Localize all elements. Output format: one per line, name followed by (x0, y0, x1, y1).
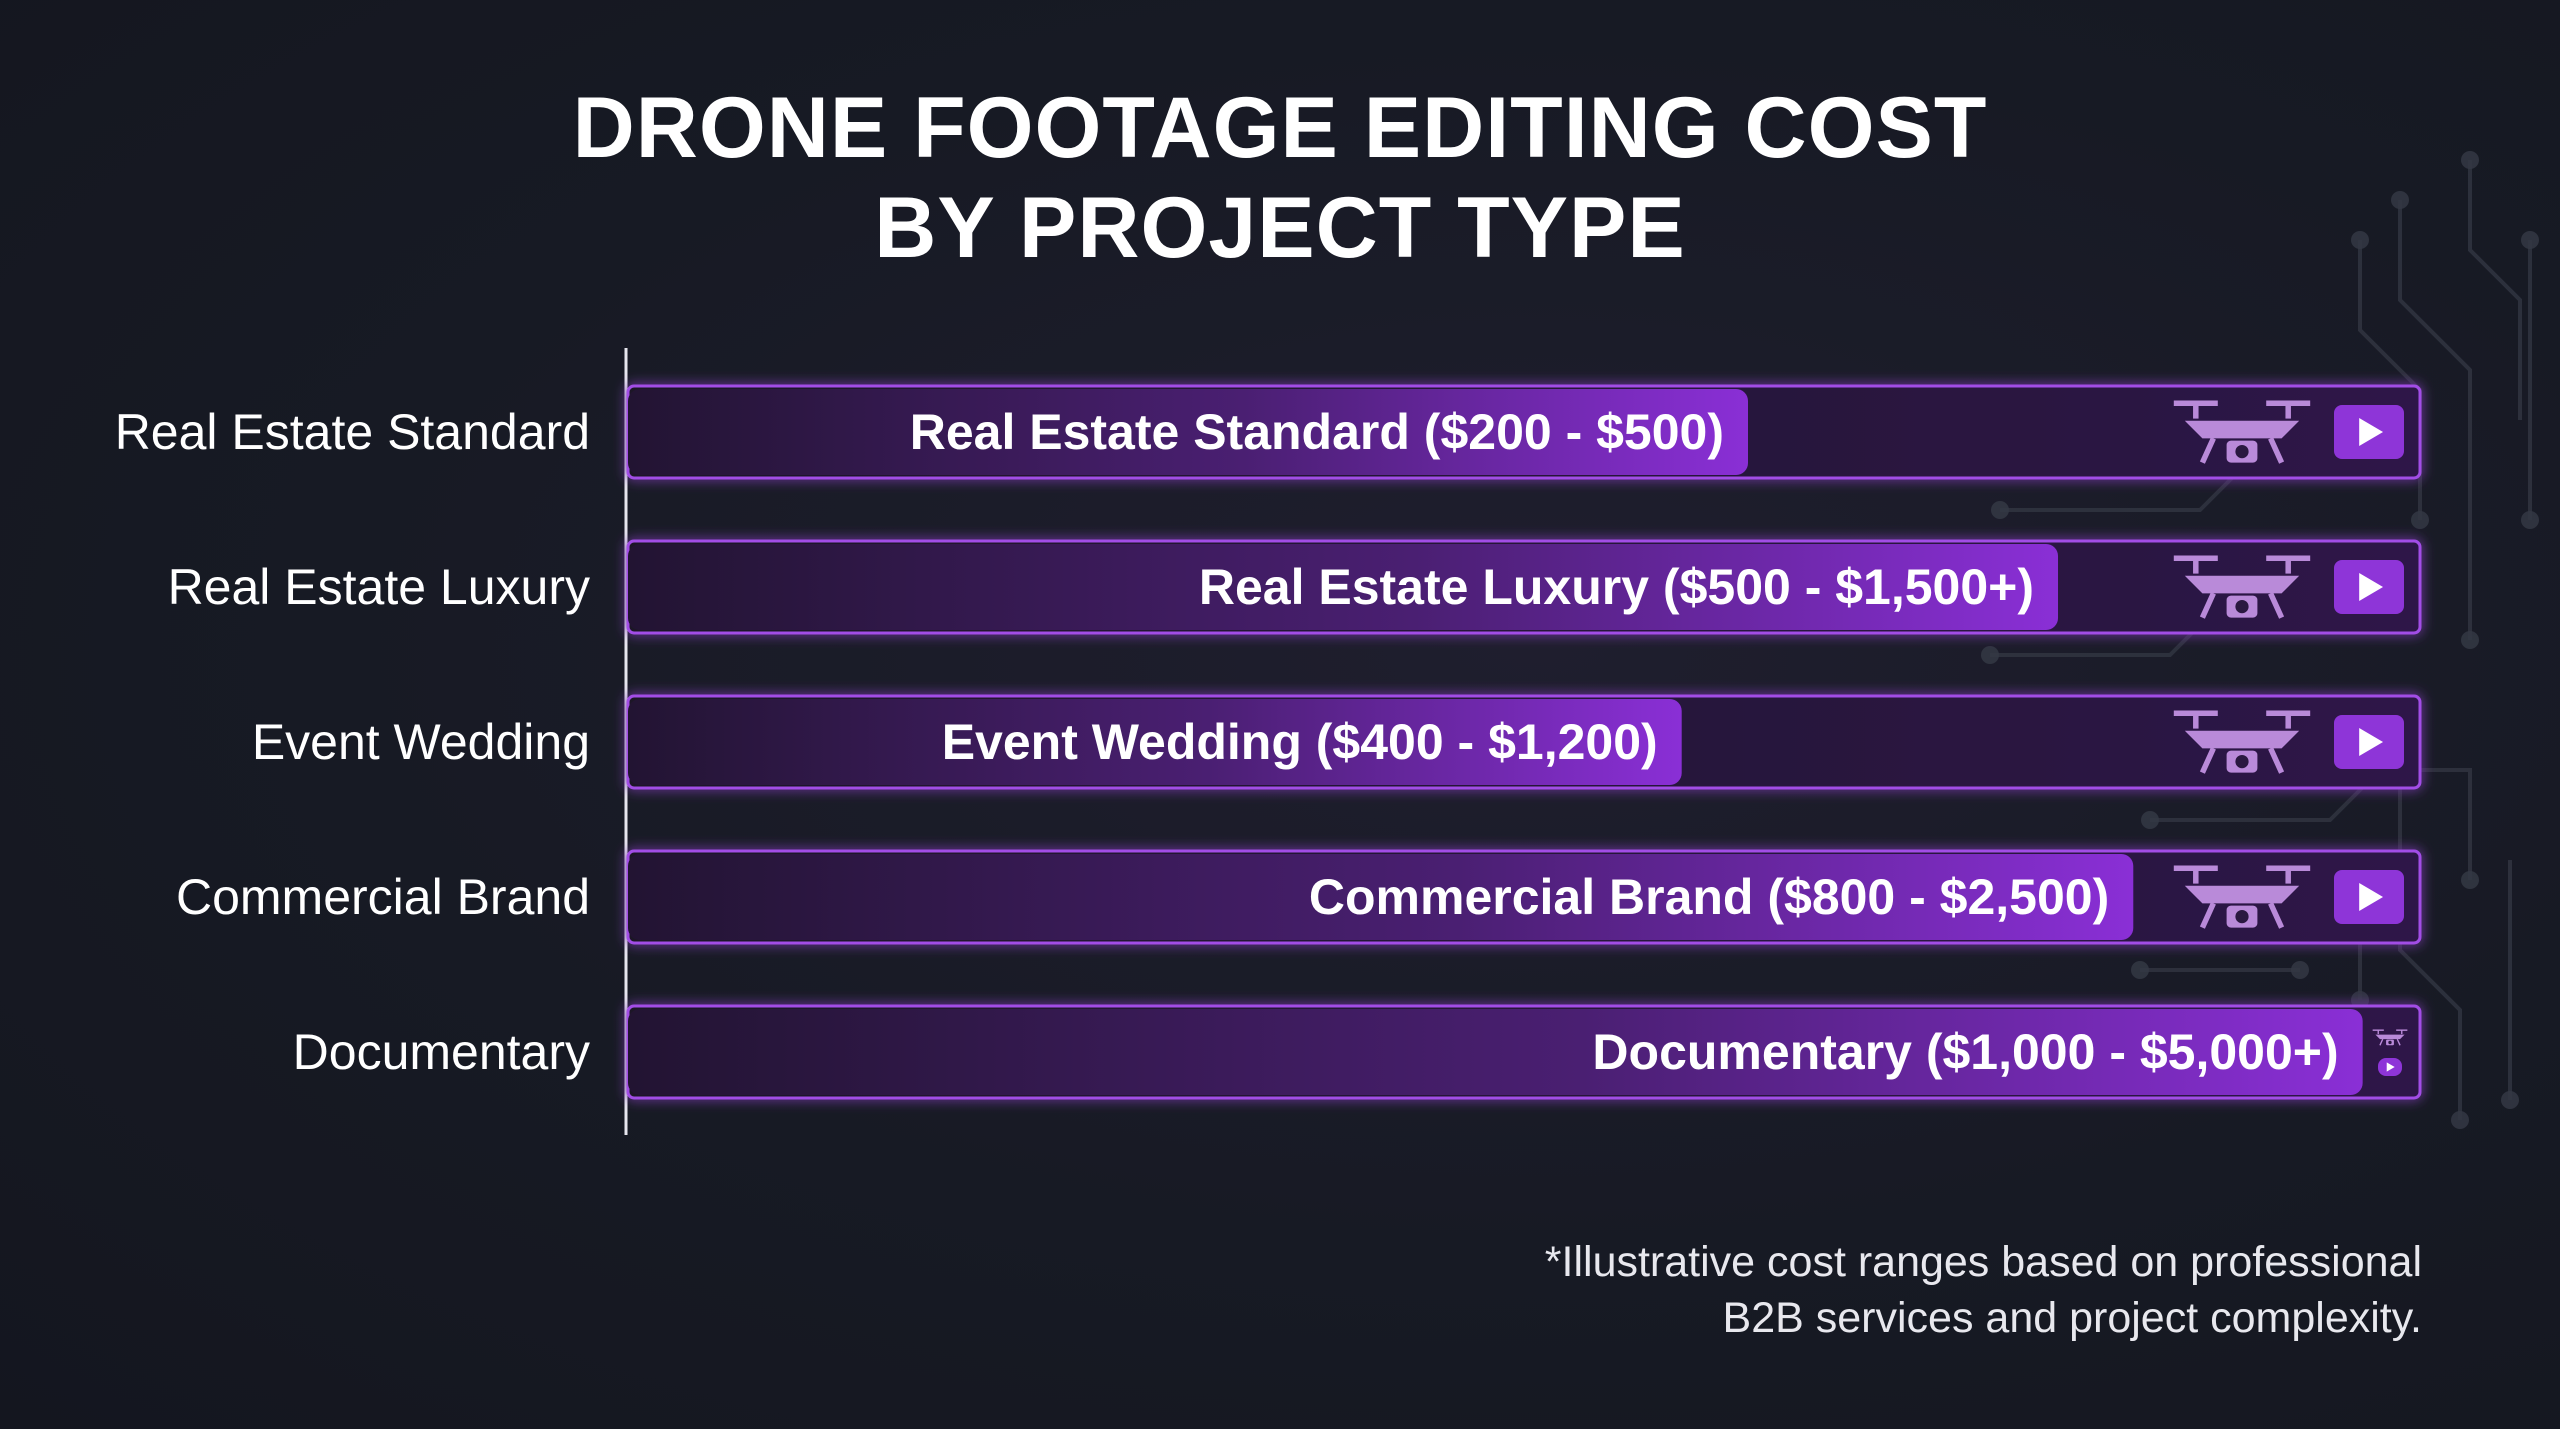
footnote-line-2: B2B services and project complexity. (1722, 1294, 2422, 1342)
data-label: Event Wedding ($400 - $1,200) (942, 714, 1658, 770)
bar-row: Event Wedding Event Wedding ($400 - $1,20… (252, 694, 2422, 790)
bar (628, 544, 2059, 630)
title-line-2: BY PROJECT TYPE (874, 180, 1686, 276)
drone-icon (2173, 865, 2311, 929)
category-label: Documentary (293, 1024, 590, 1080)
data-label: Real Estate Luxury ($500 - $1,500+) (1199, 559, 2034, 615)
category-label: Event Wedding (252, 714, 590, 770)
bar (628, 854, 2134, 940)
drone-icon (2372, 1029, 2408, 1046)
data-label: Documentary ($1,000 - $5,000+) (1592, 1024, 2338, 1080)
chart-title: DRONE FOOTAGE EDITING COST BY PROJECT TY… (0, 78, 2560, 278)
play-button[interactable] (2334, 870, 2404, 924)
drone-icon (2173, 555, 2311, 619)
play-button[interactable] (2334, 405, 2404, 459)
bar (628, 389, 1748, 475)
footnote-line-1: *Illustrative cost ranges based on profe… (1544, 1238, 2422, 1286)
bar-row: Commercial Brand Commercial Brand ($800 -… (176, 849, 2422, 945)
bar-row: Documentary Documentary ($1,000 - $5,000+… (293, 1004, 2422, 1100)
bar-row: Real Estate Standard Real Estate Standard… (115, 384, 2422, 480)
play-button[interactable] (2334, 715, 2404, 769)
title-line-1: DRONE FOOTAGE EDITING COST (572, 80, 1988, 176)
category-label: Commercial Brand (176, 869, 590, 925)
play-button[interactable] (2334, 560, 2404, 614)
footnote: *Illustrative cost ranges based on profe… (1222, 1234, 2422, 1346)
data-label: Commercial Brand ($800 - $2,500) (1309, 869, 2109, 925)
drone-icon (2173, 710, 2311, 774)
category-label: Real Estate Luxury (168, 559, 590, 615)
bar-row: Real Estate Luxury Real Estate Luxury ($5… (168, 539, 2422, 635)
drone-icon (2173, 400, 2311, 464)
play-button[interactable] (2378, 1058, 2402, 1076)
bar (628, 699, 1682, 785)
category-label: Real Estate Standard (115, 404, 590, 460)
bar (628, 1009, 2363, 1095)
data-label: Real Estate Standard ($200 - $500) (910, 404, 1724, 460)
